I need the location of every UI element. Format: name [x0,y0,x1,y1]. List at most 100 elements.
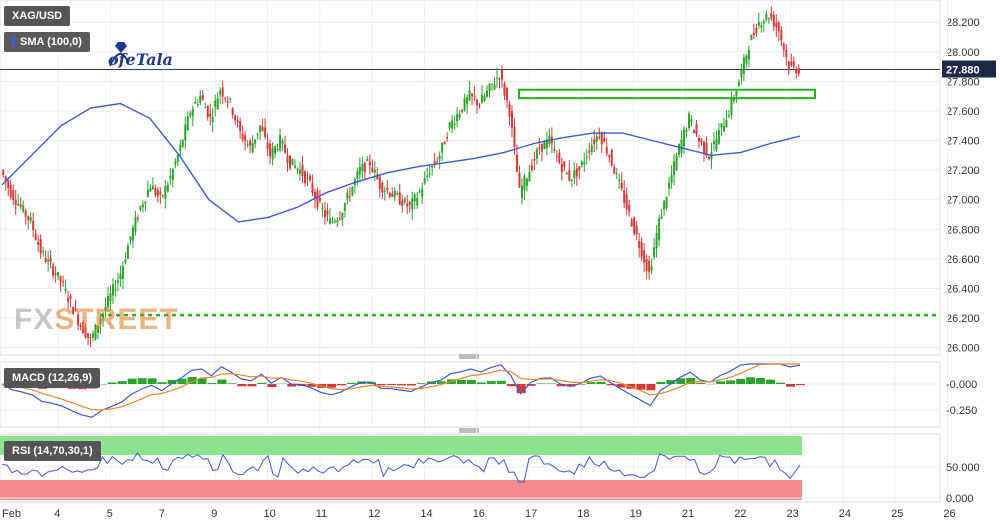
macd-histogram-bar [377,384,387,386]
sma-line [1,102,801,223]
candle-body [9,184,12,198]
macd-indicator-tag[interactable]: MACD (12,26,9) [4,368,101,388]
candle-body [461,109,464,112]
candle-body [358,167,361,175]
candle-body [84,327,87,338]
macd-histogram-bar [466,380,476,384]
time-tick-label: 18 [577,508,589,520]
candle-body [52,265,55,276]
time-tick-label: 25 [891,508,903,520]
macd-panel [0,361,941,428]
candle-body [790,61,793,65]
candle-body [371,167,374,172]
macd-histogram-bar [566,384,576,387]
candle-body [174,161,177,165]
sma-indicator-tag[interactable]: SMA (100,0) [4,32,90,52]
rsi-indicator-tag[interactable]: RSI (14,70,30,1) [4,441,101,461]
candle-body [201,95,204,100]
candle-body [39,238,42,254]
macd-histogram-bar [496,380,506,384]
macd-histogram-bar [536,383,546,384]
candle-body [730,98,733,115]
candle-body [299,169,302,174]
symbol-tag[interactable]: XAG/USD [4,6,71,26]
candle-body [62,281,65,283]
candle-body [169,176,172,179]
candle-body [381,182,384,193]
candle-body [775,22,778,28]
macd-histogram-bar [546,383,556,384]
candle-body [505,87,508,101]
candle-body [74,308,77,311]
candle-body [725,119,728,128]
rsi-oversold-zone [0,480,802,500]
candle-body [777,22,780,32]
candle-body [653,247,656,258]
candle-body [742,57,745,74]
candle-body [568,170,571,181]
candle-body [266,142,269,150]
candle-body [433,161,436,164]
candle-body [767,18,770,20]
candle-body [755,28,758,34]
candle-body [448,122,451,128]
macd-histogram-bar [127,378,137,384]
candle-body [161,195,164,197]
candle-body [149,188,152,192]
macd-line [1,363,801,418]
time-tick-label: 10 [264,508,276,520]
last-price-box [942,60,996,78]
candle-body [126,245,129,259]
price-tick-label: 26.600 [946,254,980,266]
candle-body [620,182,623,189]
candle-body [129,236,132,241]
candle-body [136,217,139,219]
rsi-line [1,452,801,483]
macd-histogram-bar [387,384,397,386]
macd-histogram-bar [406,384,416,386]
candle-body [538,147,541,149]
candle-body [453,123,456,125]
candle-body [633,217,636,234]
candle-body [276,149,279,151]
candle-body [745,55,748,64]
candle-body [216,98,219,110]
candle-body [458,113,461,118]
candle-body [2,170,5,175]
candle-body [269,143,272,157]
candle-body [111,284,114,296]
candle-body [328,218,331,224]
candle-body [520,185,523,199]
candle-body [565,172,568,175]
macd-histogram-bar [726,380,736,384]
candle-body [610,149,613,166]
candle-body [406,203,409,207]
candle-body [196,103,199,105]
candle-body [720,123,723,128]
candle-body [284,144,287,153]
macd-histogram-bar [516,384,526,394]
candle-body [528,171,531,182]
candle-body [595,136,598,142]
candle-body [560,163,563,173]
candle-body [615,173,618,175]
macd-histogram-bar [397,384,406,386]
candle-body [343,203,346,211]
macd-histogram-bar [347,382,357,384]
candle-body [535,149,538,159]
candle-body [134,217,137,232]
candle-body [69,295,72,299]
candle-body [518,172,521,188]
candle-body [27,216,30,220]
macd-histogram-bar [746,377,756,384]
candle-body [765,13,768,20]
candle-body [456,114,459,122]
candle-body [481,95,484,104]
candle-body [491,83,494,85]
candle-body [42,251,45,253]
candle-body [306,177,309,179]
candle-body [658,218,661,240]
candle-body [443,142,446,145]
candle-body [159,191,162,195]
macd-histogram-bar [287,384,297,387]
